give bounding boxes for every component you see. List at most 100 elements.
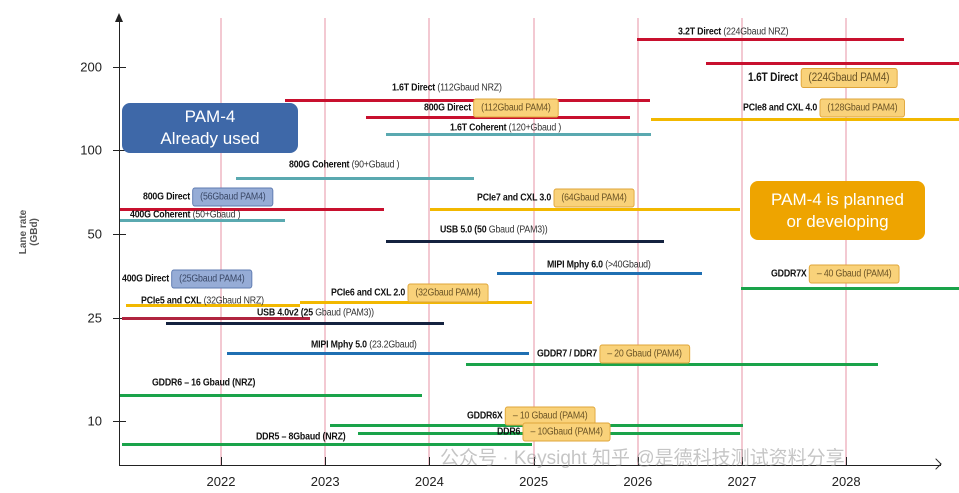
timeline-bar [119,208,384,212]
x-axis [119,465,941,466]
series-detail: (224Gbaud NRZ) [723,26,789,38]
pam4-highlight-badge: (128Gbaud PAM4) [819,98,906,118]
y-tick [113,67,126,68]
callout-pam4-used: PAM-4 Already used [122,103,298,153]
series-name: 400G Coherent [130,209,191,221]
series-detail: Gbaud (PAM3)) [315,307,374,319]
timeline-bar [497,272,703,276]
timeline-bar [385,239,664,243]
series-label: USB 5.0 (50 Gbaud (PAM3)) [440,224,548,236]
series-label: GDDR6X – 10 Gbaud (PAM4) [467,406,596,426]
pam4-highlight-badge: – 40 Gbaud (PAM4) [808,264,900,284]
timeline-bar [235,177,475,181]
pam4-highlight-badge: (32Gbaud PAM4) [407,283,489,303]
x-tick-label: 2024 [414,474,444,489]
series-name: DDR6 [497,426,521,438]
y-tick [113,234,126,235]
series-label: 400G Coherent (50+Gbaud ) [130,209,241,221]
series-name: 1.6T Direct [392,82,436,94]
series-label: 3.2T Direct (224Gbaud NRZ) [678,26,789,38]
series-name: USB 4.0v2 (25 [257,307,313,319]
timeline-bar [119,218,285,222]
series-label: PCIe6 and CXL 2.0 (32Gbaud PAM4) [331,283,489,303]
x-tick-label: 2022 [206,474,236,489]
series-name: 1.6T Direct [748,72,798,84]
series-name: GDDR6X [467,410,503,422]
callout-line2: or developing [786,211,889,231]
series-detail: (23.2Gbaud) [369,339,417,351]
timeline-bar [740,286,959,290]
x-tick-label: 2026 [623,474,653,489]
series-name: 400G Direct [122,273,169,285]
year-gridline [324,18,327,465]
series-label: USB 4.0v2 (25 Gbaud (PAM3)) [257,308,374,319]
series-detail: (32Gbaud NRZ) [203,295,264,307]
series-name: PCIe8 and CXL 4.0 [743,102,818,114]
timeline-bar [227,351,530,355]
series-name: 1.6T Coherent [450,122,507,134]
timeline-bar [636,38,904,42]
y-axis-title: Lane rate (GBd) [18,209,40,255]
series-name: PCIe5 and CXL [141,295,202,307]
series-label: GDDR6 – 16 Gbaud (NRZ) [152,378,255,389]
y-tick-label: 10 [87,413,102,429]
series-label: 1.6T Direct (112Gbaud NRZ) [392,83,502,94]
pam4-highlight-badge: (56Gbaud PAM4) [192,187,274,207]
pam4-highlight-badge: – 10 Gbaud (PAM4) [504,406,596,426]
y-tick-label: 100 [80,142,102,158]
series-label: 400G Direct (25Gbaud PAM4) [122,269,253,289]
timeline-bar [165,322,444,326]
x-tick [429,457,431,465]
series-label: 800G Coherent (90+Gbaud ) [289,159,400,171]
timeline-bar [385,132,652,136]
callout-line2: Already used [160,129,260,148]
x-axis-arrow-icon [930,458,942,470]
series-label: GDDR7X – 40 Gbaud (PAM4) [771,264,900,284]
x-tick-label: 2027 [727,474,757,489]
series-label: DDR6 – 10Gbaud (PAM4) [497,422,611,442]
series-label: DDR5 – 8Gbaud (NRZ) [256,432,346,443]
x-tick [325,457,327,465]
series-name: 800G Coherent [289,159,350,171]
series-name: GDDR6 – 16 Gbaud (NRZ) [152,377,256,389]
series-detail: Gbaud (PAM3)) [488,224,548,236]
x-tick-label: 2025 [519,474,549,489]
pam4-highlight-badge: (25Gbaud PAM4) [171,269,253,289]
callout-line1: PAM-4 is planned [771,189,904,209]
series-detail: (120+Gbaud ) [508,122,562,134]
y-tick [113,421,126,422]
series-label: MIPI Mphy 5.0 (23.2Gbaud) [311,340,417,351]
series-name: 800G Direct [424,102,471,114]
series-name: MIPI Mphy 5.0 [311,339,367,351]
series-detail: (112Gbaud NRZ) [437,82,502,94]
x-tick-label: 2023 [310,474,340,489]
series-label: PCIe7 and CXL 3.0 (64Gbaud PAM4) [477,188,635,208]
x-tick [742,457,743,465]
pam4-highlight-badge: (64Gbaud PAM4) [553,188,635,208]
timeline-bar [284,98,651,102]
y-axis-arrow-icon [115,13,123,22]
series-name: 3.2T Direct [678,26,722,38]
series-label: 800G Direct (56Gbaud PAM4) [143,187,274,207]
x-tick-label: 2028 [831,474,861,489]
year-gridline [741,18,743,465]
series-label: 1.6T Coherent (120+Gbaud ) [450,123,561,134]
y-axis [119,20,120,466]
x-tick [221,457,222,465]
pam4-highlight-badge: (112Gbaud PAM4) [473,98,559,118]
series-name: GDDR7 / DDR7 [537,348,597,360]
series-name: PCIe6 and CXL 2.0 [331,287,406,299]
watermark: 公众号 · Keysight 知乎 @是德科技测试资料分享 [440,448,845,469]
series-name: DDR5 – 8Gbaud (NRZ) [256,431,346,443]
timeline-bar [119,393,423,397]
pam4-highlight-badge: – 10Gbaud (PAM4) [522,422,611,442]
year-gridline [220,18,222,465]
y-tick-label: 200 [80,59,102,75]
series-name: GDDR7X [771,268,807,280]
series-detail: (50+Gbaud ) [192,209,241,221]
pam4-highlight-badge: – 20 Gbaud (PAM4) [599,344,690,364]
timeline-bar [430,208,740,212]
year-gridline [845,18,848,465]
y-tick [113,150,126,151]
